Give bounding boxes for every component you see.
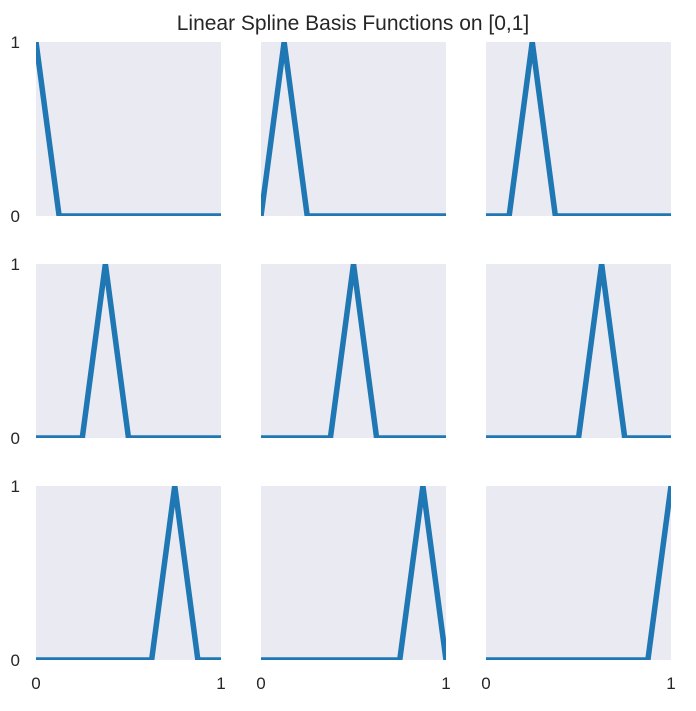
subplot-background — [486, 42, 671, 216]
subplot-1: 10 — [11, 33, 221, 226]
y-tick-label: 1 — [11, 33, 20, 52]
y-tick-label: 0 — [11, 651, 20, 670]
subplot-background — [486, 486, 671, 660]
basis-function-line — [261, 486, 446, 660]
subplot-background — [261, 264, 446, 438]
x-tick-label: 1 — [666, 674, 675, 693]
subplot-background — [486, 264, 671, 438]
subplot-background — [261, 486, 446, 660]
subplot-7: 1 00 1 — [11, 477, 226, 693]
x-tick-label: 0 — [31, 674, 40, 693]
subplot-background — [36, 264, 221, 438]
figure-title: Linear Spline Basis Functions on [0,1] — [177, 12, 530, 35]
y-tick-label: 1 — [11, 477, 20, 496]
x-tick-label: 0 — [256, 674, 265, 693]
x-tick-label: 1 — [441, 674, 450, 693]
y-tick-label: 0 — [11, 207, 20, 226]
x-tick-label: 1 — [216, 674, 225, 693]
subplot-2 — [261, 42, 446, 216]
basis-function-line — [486, 486, 671, 660]
subplot-3 — [486, 42, 671, 216]
subplot-background — [36, 486, 221, 660]
subplot-4: 10 — [11, 255, 221, 448]
subplot-5 — [261, 264, 446, 438]
basis-function-line — [36, 42, 221, 216]
subplot-background — [36, 42, 221, 216]
basis-function-line — [261, 42, 446, 216]
y-tick-label: 1 — [11, 255, 20, 274]
subplot-background — [261, 42, 446, 216]
y-tick-label: 0 — [11, 429, 20, 448]
x-tick-label: 0 — [481, 674, 490, 693]
subplot-6 — [486, 264, 671, 438]
